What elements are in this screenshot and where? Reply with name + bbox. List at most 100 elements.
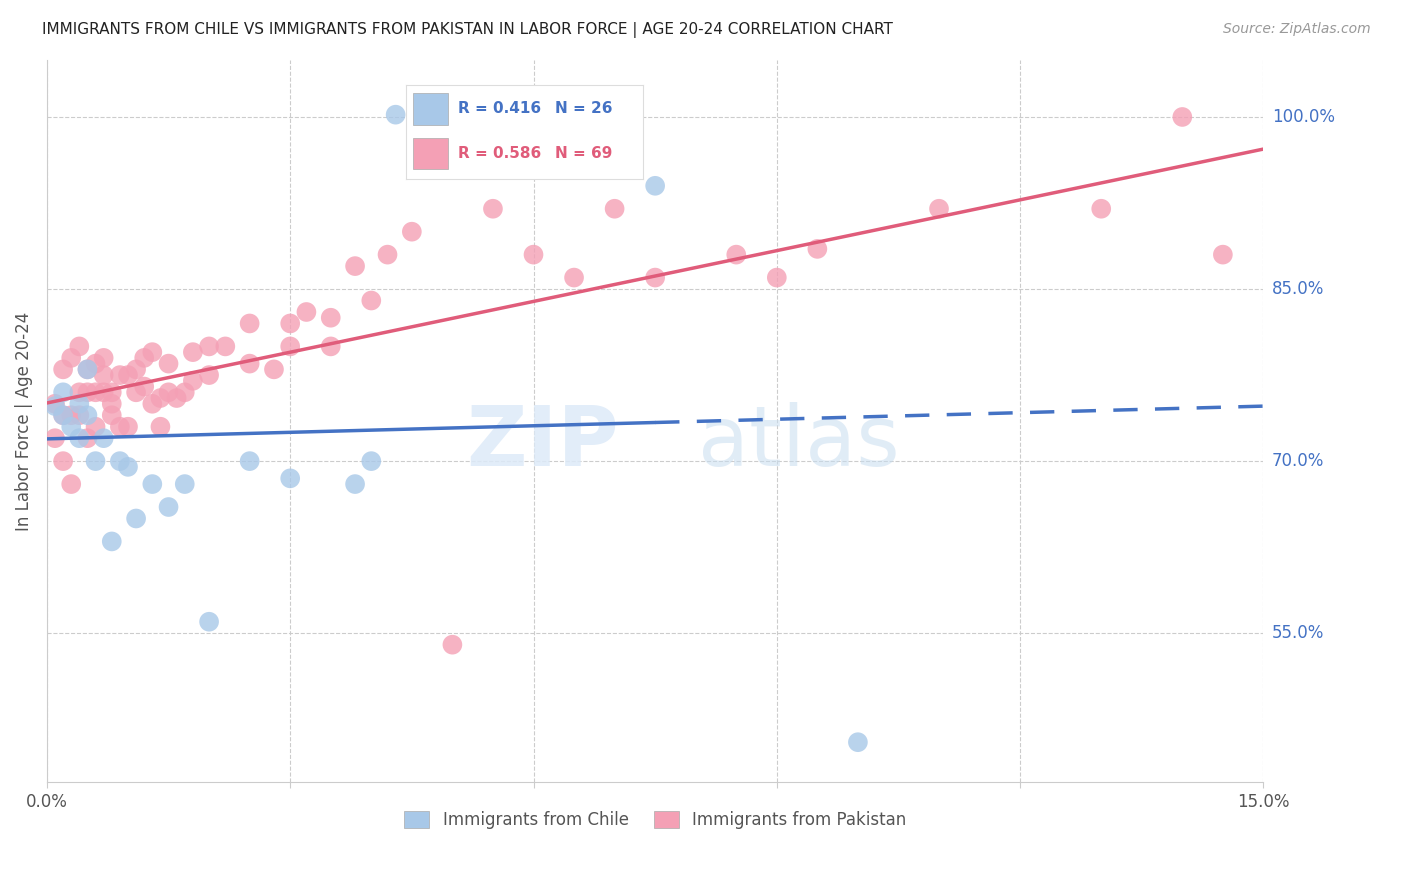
Point [93,368,115,383]
Point [214,339,236,353]
Point [60,419,83,434]
Point [278,317,301,331]
Point [278,339,301,353]
Point [149,391,172,405]
Point [52,409,75,423]
Text: IMMIGRANTS FROM CHILE VS IMMIGRANTS FROM PAKISTAN IN LABOR FORCE | AGE 20-24 COR: IMMIGRANTS FROM CHILE VS IMMIGRANTS FROM… [42,22,893,38]
Point [67,397,90,411]
Point [52,454,75,468]
Point [100,397,122,411]
Point [239,357,262,371]
Point [60,409,83,423]
Point [482,202,505,216]
Point [76,385,98,400]
Point [198,339,221,353]
Point [67,409,90,423]
Text: 85.0%: 85.0% [1272,280,1324,298]
Point [117,459,139,474]
Point [93,431,115,445]
Point [76,362,98,376]
Point [44,399,66,413]
Point [125,362,148,376]
Point [166,391,188,405]
Point [239,454,262,468]
Point [562,270,585,285]
Point [125,511,148,525]
Point [725,247,748,261]
Point [360,293,382,308]
Point [278,471,301,485]
Point [173,477,195,491]
Point [60,351,83,365]
Point [644,178,666,193]
Point [141,397,163,411]
Point [384,108,406,122]
Point [108,419,131,434]
Point [44,397,66,411]
Point [84,385,107,400]
Point [134,351,156,365]
Point [1171,110,1194,124]
Point [1090,202,1112,216]
Point [157,500,180,514]
Point [84,454,107,468]
Point [100,385,122,400]
Point [173,385,195,400]
Point [84,419,107,434]
Point [401,225,423,239]
Point [76,362,98,376]
Point [181,374,204,388]
Point [846,735,869,749]
Point [522,247,544,261]
Point [409,108,432,122]
Point [157,385,180,400]
Point [806,242,828,256]
Point [125,385,148,400]
Point [377,247,399,261]
Point [93,351,115,365]
Legend: Immigrants from Chile, Immigrants from Pakistan: Immigrants from Chile, Immigrants from P… [398,804,912,836]
Point [239,317,262,331]
Point [198,615,221,629]
Point [100,534,122,549]
Text: 55.0%: 55.0% [1272,624,1324,642]
Text: 100.0%: 100.0% [1272,108,1334,126]
Point [344,259,367,273]
Point [52,385,75,400]
Point [765,270,787,285]
Point [441,638,464,652]
Point [928,202,950,216]
Point [319,310,342,325]
Point [117,368,139,383]
Point [108,368,131,383]
Point [319,339,342,353]
Point [108,454,131,468]
Point [198,368,221,383]
Point [157,357,180,371]
Text: atlas: atlas [697,402,900,483]
Point [76,409,98,423]
Point [141,345,163,359]
Point [149,419,172,434]
Point [52,362,75,376]
Point [134,379,156,393]
Point [100,409,122,423]
Point [263,362,285,376]
Point [67,431,90,445]
Point [344,477,367,491]
Point [117,419,139,434]
Point [76,431,98,445]
Point [67,339,90,353]
Point [60,477,83,491]
Point [644,270,666,285]
Point [93,385,115,400]
Y-axis label: In Labor Force | Age 20-24: In Labor Force | Age 20-24 [15,311,32,531]
Text: 70.0%: 70.0% [1272,452,1324,470]
Point [1212,247,1234,261]
Point [295,305,318,319]
Text: Source: ZipAtlas.com: Source: ZipAtlas.com [1223,22,1371,37]
Point [52,409,75,423]
Point [360,454,382,468]
Point [44,431,66,445]
Point [84,357,107,371]
